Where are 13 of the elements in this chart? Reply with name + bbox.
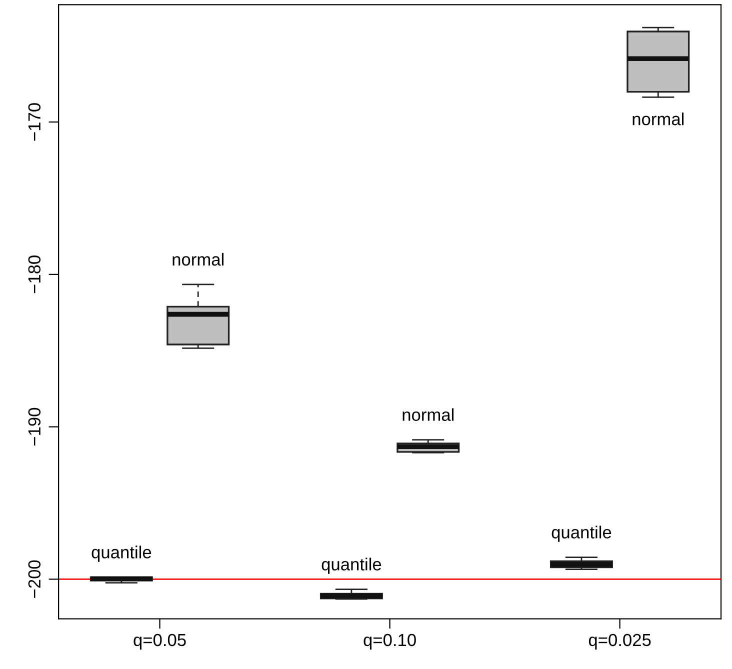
x-tick-label: q=0.10 (364, 634, 416, 650)
text: normal (172, 252, 224, 266)
text: normal (402, 408, 454, 421)
y-tick-label: −190 (28, 408, 41, 446)
text: quantile (322, 558, 382, 574)
series-label: quantile (92, 546, 152, 562)
x-tick-label: q=0.05 (134, 634, 186, 650)
y-tick-label: −200 (28, 560, 41, 598)
y-tick-label: −170 (28, 103, 41, 141)
text: quantile (552, 526, 612, 542)
y-tick-label: −180 (28, 256, 41, 294)
series-label: normal (632, 112, 684, 126)
x-tick-label: q=0.025 (588, 634, 651, 650)
